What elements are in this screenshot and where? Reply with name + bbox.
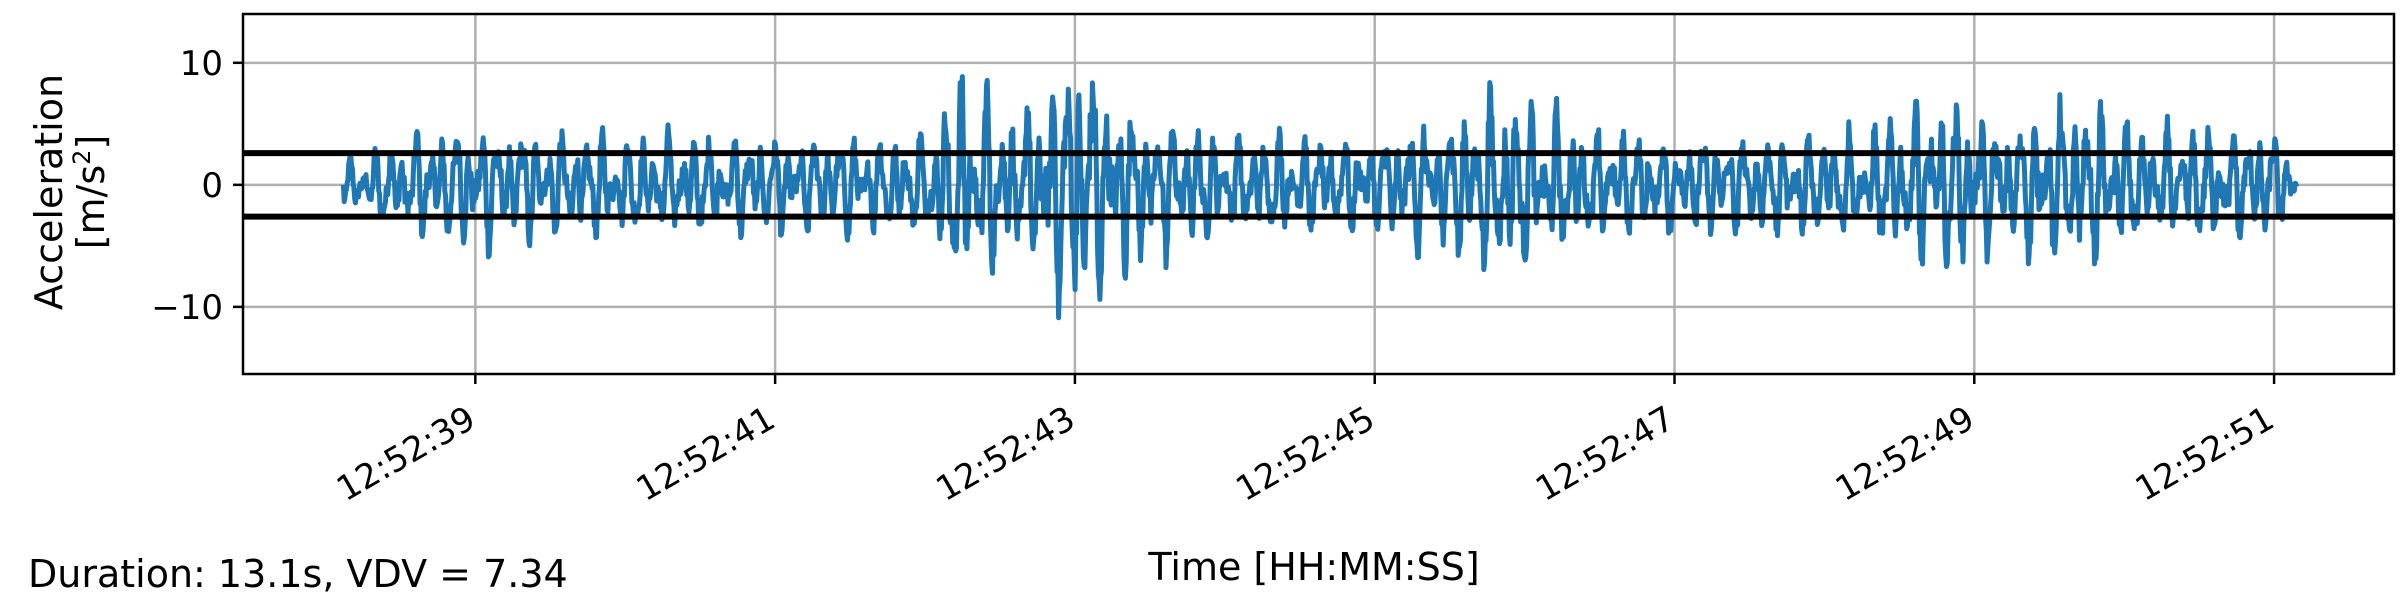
y-tick-label: 0: [201, 166, 223, 206]
x-tick-label: 12:52:47: [1529, 399, 1681, 510]
x-tick-labels: 12:52:39 12:52:41 12:52:43 12:52:45 12:52:47…: [330, 399, 2281, 510]
x-tick-label: 12:52:41: [630, 399, 782, 510]
y-tick-labels: 10 0 −10: [151, 44, 223, 328]
y-tick-label: 10: [180, 44, 223, 84]
series-line-acceleration: [340, 74, 2300, 321]
x-tick-label: 12:52:49: [1829, 399, 1981, 510]
plot-frame: [241, 12, 2396, 376]
duration-vdv-summary: Duration: 13.1s, VDV = 7.34: [28, 552, 568, 596]
x-tick-label: 12:52:43: [930, 399, 1082, 510]
y-axis-label: Acceleration [m/s2]: [27, 74, 113, 310]
x-tick-label: 12:52:51: [2129, 399, 2281, 510]
y-axis-label-line2: [m/s2]: [68, 135, 113, 250]
axis-ticks: [233, 61, 2276, 384]
y-tick-label: −10: [151, 288, 223, 328]
y-axis-label-line1: Acceleration: [27, 74, 71, 310]
x-tick-label: 12:52:45: [1229, 399, 1381, 510]
threshold-lines: [243, 150, 2394, 220]
x-axis-label: Time [HH:MM:SS]: [1147, 545, 1479, 589]
x-tick-label: 12:52:39: [330, 399, 482, 510]
series-layer: [340, 74, 2300, 321]
